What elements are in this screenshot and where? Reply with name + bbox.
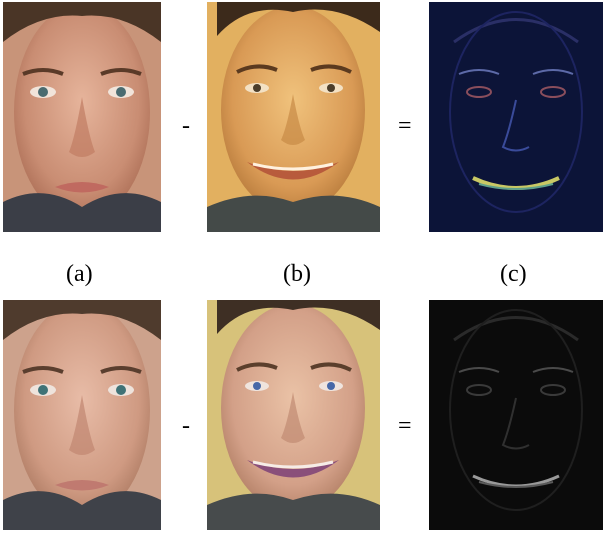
smile-face-image xyxy=(207,300,380,530)
minus-operator-row1: - xyxy=(182,113,190,139)
equals-operator-row1: = xyxy=(398,113,412,139)
equals-operator-row2: = xyxy=(398,413,412,439)
face-c-difference-row1 xyxy=(429,2,603,232)
face-a-neutral-row1 xyxy=(3,2,161,232)
minus-operator-row2: - xyxy=(182,413,190,439)
face-b-smile-row1 xyxy=(207,2,380,232)
caption-c: (c) xyxy=(500,261,527,287)
smile-face-image xyxy=(207,2,380,232)
neutral-face-image xyxy=(3,2,161,232)
face-b-smile-row2 xyxy=(207,300,380,530)
neutral-face-image xyxy=(3,300,161,530)
difference-image-gray xyxy=(429,300,603,530)
caption-a: (a) xyxy=(66,261,93,287)
difference-image-color xyxy=(429,2,603,232)
face-c-difference-row2 xyxy=(429,300,603,530)
face-a-neutral-row2 xyxy=(3,300,161,530)
caption-b: (b) xyxy=(283,261,311,287)
